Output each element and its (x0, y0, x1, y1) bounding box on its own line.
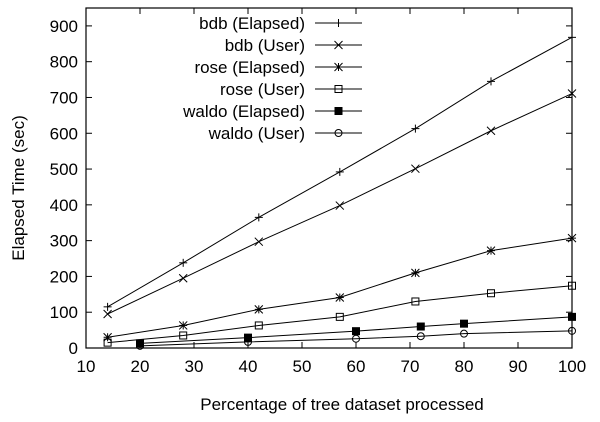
series-waldo-user (136, 326, 576, 350)
legend-label: rose (Elapsed) (194, 58, 305, 77)
x-tick-label: 20 (131, 357, 150, 376)
data-point (244, 333, 252, 342)
y-tick-label: 400 (50, 196, 78, 215)
legend-marker (334, 85, 343, 93)
data-point (178, 273, 188, 283)
x-axis-label: Percentage of tree dataset processed (200, 395, 484, 414)
legend-item: waldo (User) (208, 124, 362, 143)
data-point (254, 304, 264, 314)
legend-item: rose (User) (220, 80, 362, 99)
x-tick-label: 30 (185, 357, 204, 376)
data-point (254, 237, 264, 247)
y-axis: 0 100 200 300 400 500 600 700 800 900 (50, 17, 572, 358)
data-point (568, 326, 576, 335)
legend-label: bdb (Elapsed) (199, 14, 305, 33)
data-point (179, 258, 188, 267)
y-axis-label: Elapsed Time (sec) (9, 115, 28, 261)
legend-label: waldo (Elapsed) (182, 102, 305, 121)
series-bdb-elapsed (103, 33, 576, 311)
legend-marker (334, 40, 343, 50)
y-tick-label: 600 (50, 124, 78, 143)
x-tick-label: 90 (509, 357, 528, 376)
data-point (411, 268, 420, 278)
series-line (139, 316, 573, 344)
y-tick-label: 800 (50, 53, 78, 72)
legend-label: rose (User) (220, 80, 305, 99)
data-point (103, 338, 112, 347)
data-point (103, 332, 112, 342)
legend-item: waldo (Elapsed) (182, 102, 362, 121)
x-tick-label: 40 (239, 357, 258, 376)
x-tick-label: 80 (455, 357, 474, 376)
legend-marker (334, 107, 343, 115)
y-tick-label: 200 (50, 267, 78, 286)
data-point (179, 331, 188, 340)
data-point (568, 33, 576, 42)
x-tick-label: 60 (347, 357, 366, 376)
data-point (352, 334, 360, 343)
data-point (567, 89, 577, 98)
series-layer (103, 33, 577, 350)
data-point (335, 167, 344, 176)
data-point (416, 322, 425, 331)
data-point (460, 319, 468, 328)
data-point (335, 312, 344, 321)
data-point (136, 341, 144, 350)
y-tick-label: 100 (50, 303, 78, 322)
data-point (103, 309, 112, 319)
data-point (568, 312, 576, 321)
data-point (411, 124, 420, 133)
series-waldo-elapsed (136, 312, 576, 348)
data-point (254, 213, 263, 222)
data-point (411, 164, 420, 174)
y-tick-label: 900 (50, 17, 78, 36)
x-axis: 10 20 30 40 50 60 70 80 90 100 (77, 8, 586, 376)
x-tick-label: 70 (401, 357, 420, 376)
data-point (178, 321, 188, 330)
x-tick-label: 100 (558, 357, 586, 376)
legend-item: bdb (Elapsed) (199, 14, 362, 33)
series-line (139, 330, 573, 347)
legend-marker (334, 19, 343, 27)
legend-marker (334, 62, 343, 72)
legend-label: waldo (User) (208, 124, 305, 143)
data-point (567, 233, 577, 243)
series-rose-elapsed (103, 233, 577, 342)
data-point (486, 126, 496, 136)
data-point (335, 293, 345, 302)
data-point (411, 297, 420, 306)
data-point (487, 77, 495, 86)
x-tick-label: 50 (293, 357, 312, 376)
plot-frame (85, 7, 573, 349)
series-rose-user (103, 281, 576, 347)
data-point (335, 201, 345, 210)
data-point (416, 332, 425, 341)
data-point (136, 339, 144, 348)
series-line (107, 285, 573, 344)
y-tick-label: 300 (50, 232, 78, 251)
data-point (352, 327, 360, 336)
legend-marker (334, 129, 343, 137)
data-point (460, 329, 468, 338)
data-point (486, 246, 496, 256)
y-tick-label: 700 (50, 88, 78, 107)
series-line (107, 237, 573, 338)
data-point (254, 321, 263, 330)
data-point (244, 337, 252, 346)
y-tick-label: 500 (50, 160, 78, 179)
legend-label: bdb (User) (225, 36, 305, 55)
x-tick-label: 10 (77, 357, 96, 376)
data-point (103, 302, 112, 311)
data-point (487, 289, 495, 298)
series-line (107, 93, 573, 315)
legend: bdb (Elapsed) bdb (User) rose (Elapsed) ros… (182, 14, 362, 143)
series-bdb-user (103, 89, 577, 319)
legend-item: rose (Elapsed) (194, 58, 362, 77)
legend-item: bdb (User) (225, 36, 362, 55)
data-point (568, 281, 576, 290)
y-tick-label: 0 (69, 339, 78, 358)
